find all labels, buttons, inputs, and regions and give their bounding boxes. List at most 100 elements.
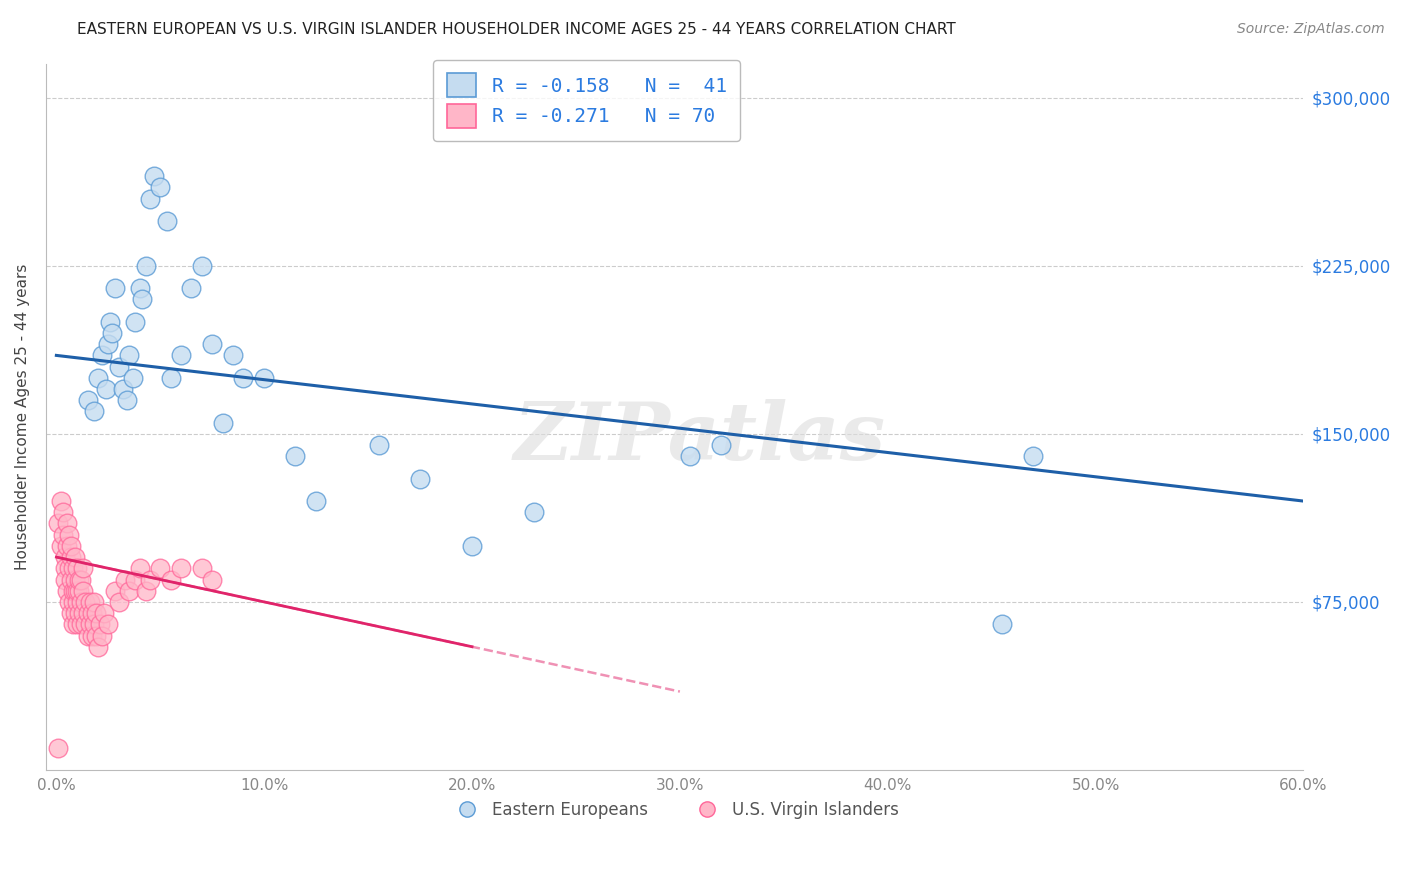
Point <box>59 539 82 553</box>
Point <box>124 573 146 587</box>
Point <box>159 573 181 587</box>
Point <box>76 393 98 408</box>
Point <box>111 382 134 396</box>
Point <box>67 583 90 598</box>
Point <box>49 494 72 508</box>
Point <box>211 416 233 430</box>
Point <box>122 371 145 385</box>
Point <box>991 617 1014 632</box>
Point <box>91 348 114 362</box>
Point <box>53 561 76 575</box>
Point <box>180 281 202 295</box>
Point <box>49 539 72 553</box>
Point <box>97 617 120 632</box>
Point <box>191 561 214 575</box>
Point <box>170 348 193 362</box>
Point <box>72 583 94 598</box>
Point <box>80 628 103 642</box>
Point <box>59 573 82 587</box>
Point <box>107 359 129 374</box>
Point <box>149 561 172 575</box>
Point <box>135 259 157 273</box>
Point <box>55 516 77 531</box>
Point <box>59 606 82 620</box>
Point <box>58 595 80 609</box>
Point <box>76 606 98 620</box>
Point <box>72 606 94 620</box>
Point <box>97 337 120 351</box>
Point <box>66 561 89 575</box>
Point <box>149 180 172 194</box>
Point <box>70 573 93 587</box>
Point <box>83 404 105 418</box>
Point <box>70 617 93 632</box>
Point <box>75 617 97 632</box>
Text: EASTERN EUROPEAN VS U.S. VIRGIN ISLANDER HOUSEHOLDER INCOME AGES 25 - 44 YEARS C: EASTERN EUROPEAN VS U.S. VIRGIN ISLANDER… <box>77 22 956 37</box>
Point <box>58 561 80 575</box>
Legend: Eastern Europeans, U.S. Virgin Islanders: Eastern Europeans, U.S. Virgin Islanders <box>444 794 905 825</box>
Point <box>118 348 141 362</box>
Point <box>63 573 86 587</box>
Point <box>253 371 276 385</box>
Point <box>114 573 136 587</box>
Point <box>523 505 546 519</box>
Point <box>103 281 125 295</box>
Point <box>135 583 157 598</box>
Point <box>75 595 97 609</box>
Point <box>91 628 114 642</box>
Point <box>124 315 146 329</box>
Point <box>305 494 328 508</box>
Point <box>367 438 389 452</box>
Point <box>155 214 177 228</box>
Point <box>710 438 733 452</box>
Point <box>93 606 115 620</box>
Point <box>58 527 80 541</box>
Point <box>101 326 124 340</box>
Point <box>53 573 76 587</box>
Point <box>139 192 162 206</box>
Point <box>79 617 101 632</box>
Point <box>80 606 103 620</box>
Point <box>70 595 93 609</box>
Point <box>118 583 141 598</box>
Point <box>62 583 84 598</box>
Point <box>87 371 110 385</box>
Point <box>201 573 224 587</box>
Point <box>66 617 89 632</box>
Text: Source: ZipAtlas.com: Source: ZipAtlas.com <box>1237 22 1385 37</box>
Point <box>89 617 111 632</box>
Point <box>59 550 82 565</box>
Point <box>48 740 70 755</box>
Point <box>139 573 162 587</box>
Point <box>461 539 484 553</box>
Point <box>96 382 118 396</box>
Y-axis label: Householder Income Ages 25 - 44 years: Householder Income Ages 25 - 44 years <box>15 264 30 570</box>
Point <box>1022 449 1045 463</box>
Point <box>128 561 150 575</box>
Point <box>143 169 166 183</box>
Point <box>52 505 75 519</box>
Point <box>222 348 245 362</box>
Point <box>131 293 153 307</box>
Point <box>79 595 101 609</box>
Point <box>128 281 150 295</box>
Text: ZIPatlas: ZIPatlas <box>513 400 886 477</box>
Point <box>87 640 110 654</box>
Point <box>83 595 105 609</box>
Point <box>52 527 75 541</box>
Point <box>409 472 432 486</box>
Point <box>103 583 125 598</box>
Point <box>48 516 70 531</box>
Point <box>159 371 181 385</box>
Point <box>284 449 307 463</box>
Point <box>55 539 77 553</box>
Point <box>72 561 94 575</box>
Point <box>53 550 76 565</box>
Point <box>67 573 90 587</box>
Point <box>100 315 122 329</box>
Point <box>62 617 84 632</box>
Point <box>63 550 86 565</box>
Point <box>62 595 84 609</box>
Point <box>66 595 89 609</box>
Point <box>63 606 86 620</box>
